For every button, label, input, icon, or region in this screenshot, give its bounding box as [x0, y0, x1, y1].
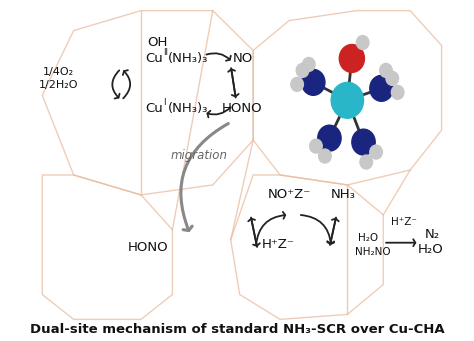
Circle shape [318, 125, 341, 151]
Circle shape [392, 85, 404, 99]
Text: H₂O: H₂O [358, 233, 378, 243]
Circle shape [339, 45, 365, 72]
Text: HONO: HONO [222, 102, 263, 115]
Circle shape [370, 75, 393, 101]
Circle shape [319, 149, 331, 163]
Circle shape [386, 71, 399, 85]
Circle shape [291, 77, 303, 91]
Text: Cu: Cu [146, 52, 163, 65]
Text: NO⁺Z⁻: NO⁺Z⁻ [267, 188, 310, 202]
Text: (NH₃)₃: (NH₃)₃ [168, 102, 208, 115]
Circle shape [360, 155, 373, 169]
Text: I: I [164, 98, 166, 107]
Text: migration: migration [171, 149, 228, 162]
Circle shape [331, 83, 364, 118]
Text: II: II [164, 48, 168, 57]
Text: (NH₃)₃: (NH₃)₃ [168, 52, 208, 65]
Text: Dual-site mechanism of standard NH₃-SCR over Cu-CHA: Dual-site mechanism of standard NH₃-SCR … [30, 323, 444, 336]
Circle shape [302, 58, 315, 71]
Circle shape [380, 63, 392, 77]
Text: H⁺Z⁻: H⁺Z⁻ [391, 217, 417, 227]
Text: 1/4O₂: 1/4O₂ [43, 68, 74, 77]
Text: H₂O: H₂O [418, 243, 444, 256]
Text: N₂: N₂ [425, 228, 440, 241]
Circle shape [370, 145, 383, 159]
Text: H⁺Z⁻: H⁺Z⁻ [262, 238, 295, 251]
Text: NH₂NO: NH₂NO [355, 247, 390, 257]
Text: NO: NO [232, 52, 253, 65]
Text: OH: OH [147, 36, 167, 49]
Circle shape [310, 139, 322, 153]
Text: Cu: Cu [146, 102, 163, 115]
Circle shape [301, 70, 325, 95]
Circle shape [352, 129, 375, 155]
Circle shape [296, 63, 309, 77]
Text: NH₃: NH₃ [330, 188, 356, 202]
Circle shape [356, 35, 369, 49]
Text: 1/2H₂O: 1/2H₂O [39, 80, 78, 90]
Text: HONO: HONO [128, 241, 168, 254]
